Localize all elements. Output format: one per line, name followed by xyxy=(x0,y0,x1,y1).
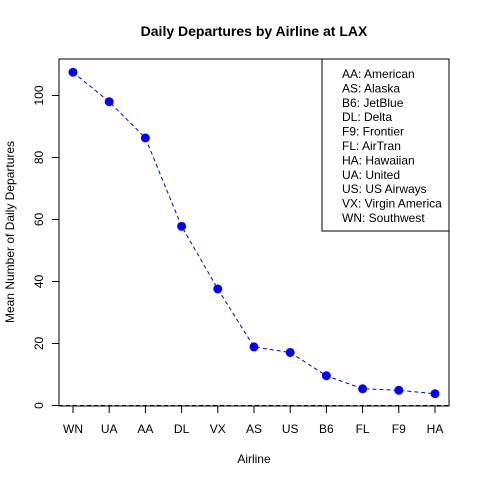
legend-entry: F9: Frontier xyxy=(342,125,404,139)
legend-entry: WN: Southwest xyxy=(342,211,425,225)
x-tick-label: US xyxy=(282,422,299,436)
legend-entry: AS: Alaska xyxy=(342,81,400,95)
y-tick-label: 60 xyxy=(32,213,46,227)
data-point xyxy=(430,389,440,399)
series-line xyxy=(72,71,436,395)
data-point xyxy=(68,67,78,77)
legend-entry: FL: AirTran xyxy=(342,139,401,153)
x-tick-label: WN xyxy=(63,422,83,436)
x-tick-label: AA xyxy=(137,422,153,436)
legend-entry: HA: Hawaiian xyxy=(342,153,415,167)
x-tick-label: VX xyxy=(210,422,226,436)
data-point xyxy=(394,385,404,395)
y-tick-label: 40 xyxy=(32,275,46,289)
x-axis-label: Airline xyxy=(237,452,271,466)
data-point xyxy=(285,347,295,357)
y-tick-label: 20 xyxy=(32,337,46,351)
x-tick-label: B6 xyxy=(319,422,334,436)
y-axis-label: Mean Number of Daily Departures xyxy=(3,141,17,323)
legend-entry: UA: United xyxy=(342,168,400,182)
y-tick-label: 0 xyxy=(32,402,46,409)
x-tick-label: F9 xyxy=(392,422,406,436)
legend-entry: AA: American xyxy=(342,67,415,81)
data-point xyxy=(140,133,150,143)
data-point xyxy=(177,221,187,231)
chart-title: Daily Departures by Airline at LAX xyxy=(141,23,368,39)
x-axis: WN UA AA DL VX AS US B6 FL F9 HA xyxy=(63,405,444,436)
data-point xyxy=(104,97,114,107)
legend-entry: US: US Airways xyxy=(342,182,427,196)
data-point xyxy=(213,284,223,294)
x-tick-label: FL xyxy=(356,422,370,436)
x-tick-label: HA xyxy=(427,422,444,436)
data-point xyxy=(358,384,368,394)
legend-box xyxy=(321,58,450,232)
x-tick-label: AS xyxy=(246,422,262,436)
legend-entry: VX: Virgin America xyxy=(342,197,442,211)
y-tick-label: 100 xyxy=(32,85,46,105)
data-point xyxy=(249,342,259,352)
y-axis: 0 20 40 60 80 100 xyxy=(32,85,60,409)
y-tick-label: 80 xyxy=(32,151,46,165)
x-tick-label: DL xyxy=(174,422,190,436)
series-layer xyxy=(68,67,440,399)
data-point xyxy=(321,371,331,381)
legend-entry: B6: JetBlue xyxy=(342,96,404,110)
x-tick-label: UA xyxy=(101,422,118,436)
legend-entry: DL: Delta xyxy=(342,110,392,124)
